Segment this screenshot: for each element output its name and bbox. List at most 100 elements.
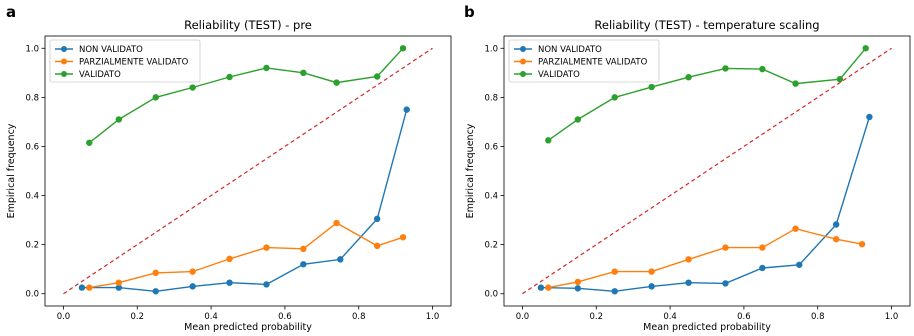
data-point-non-validato bbox=[574, 285, 582, 292]
y-tick-label: 0.6 bbox=[25, 142, 39, 152]
chart-title-b: Reliability (TEST) - temperature scaling bbox=[594, 18, 819, 32]
x-axis-label-a: Mean predicted probability bbox=[184, 322, 312, 333]
x-tick-label: 0.8 bbox=[811, 312, 825, 322]
legend-label-validato: VALIDATO bbox=[538, 70, 580, 80]
x-tick-label: 0.0 bbox=[57, 312, 71, 322]
data-point-parzialmente-validato bbox=[263, 244, 270, 251]
data-point-non-validato bbox=[685, 279, 692, 286]
y-axis-label-b: Empirical frequency bbox=[465, 123, 476, 218]
legend-marker-validato bbox=[61, 71, 67, 77]
data-point-validato bbox=[648, 83, 655, 91]
x-axis-label-b: Mean predicted probability bbox=[643, 322, 771, 333]
data-point-validato bbox=[722, 65, 729, 72]
y-tick-label: 1.0 bbox=[25, 44, 39, 54]
legend-b: NON VALIDATO PARZIALMENTE VALIDATO VALIDAT… bbox=[508, 39, 660, 83]
data-point-non-validato bbox=[832, 221, 840, 228]
series-group-a bbox=[78, 45, 410, 295]
y-tick-label: 1.0 bbox=[484, 44, 498, 54]
data-point-validato bbox=[333, 79, 340, 86]
data-point-parzialmente-validato bbox=[333, 219, 340, 227]
legend-label-non-validato: NON VALIDATO bbox=[79, 45, 143, 55]
data-point-validato bbox=[836, 76, 844, 83]
legend-label-validato: VALIDATO bbox=[79, 70, 121, 80]
perfect-calibration-line bbox=[522, 47, 892, 295]
data-point-parzialmente-validato bbox=[545, 284, 552, 291]
data-point-parzialmente-validato bbox=[152, 269, 159, 277]
x-tick-label: 0.2 bbox=[590, 312, 604, 322]
data-point-parzialmente-validato bbox=[792, 225, 799, 232]
x-tick-label: 0.6 bbox=[737, 312, 751, 322]
y-tick-label: 0.2 bbox=[25, 241, 39, 251]
tick-group-b: 0.0 0.2 0.4 0.6 0.8 1.0 0.0 0.2 0.4 0.6 0.8 1.0 bbox=[484, 44, 898, 322]
data-point-parzialmente-validato bbox=[722, 244, 729, 251]
legend-marker-validato bbox=[520, 71, 526, 77]
y-tick-label: 0.2 bbox=[484, 241, 498, 251]
data-point-validato bbox=[545, 137, 552, 144]
x-tick-label: 0.4 bbox=[663, 312, 677, 322]
series-line-validato bbox=[547, 47, 867, 141]
panel-letter-b: b bbox=[464, 3, 475, 21]
x-tick-label: 0.0 bbox=[516, 312, 530, 322]
data-point-parzialmente-validato bbox=[648, 268, 655, 275]
legend-box bbox=[508, 39, 660, 83]
y-tick-label: 0.4 bbox=[484, 192, 498, 202]
data-point-parzialmente-validato bbox=[226, 255, 233, 263]
x-tick-label: 0.6 bbox=[278, 312, 292, 322]
legend-marker-non-validato bbox=[520, 46, 526, 52]
data-point-parzialmente-validato bbox=[373, 242, 381, 250]
series-line-parzialmente-validato bbox=[89, 222, 404, 289]
panel-a: a Reliability (TEST) - pre 0.0 0.2 0.4 0.6 0… bbox=[6, 3, 452, 333]
x-tick-label: 0.8 bbox=[352, 312, 366, 322]
plot-area-b bbox=[503, 35, 911, 307]
data-point-parzialmente-validato bbox=[300, 245, 307, 253]
data-point-parzialmente-validato bbox=[574, 278, 582, 286]
legend-marker-non-validato bbox=[61, 46, 67, 52]
data-point-non-validato bbox=[403, 106, 410, 113]
data-point-non-validato bbox=[189, 283, 196, 290]
data-point-validato bbox=[574, 116, 582, 123]
data-point-parzialmente-validato bbox=[86, 284, 93, 291]
data-point-validato bbox=[86, 139, 93, 146]
reference-group-a bbox=[63, 47, 433, 295]
data-point-validato bbox=[152, 94, 159, 101]
x-tick-label: 1.0 bbox=[426, 312, 440, 322]
y-tick-label: 0.0 bbox=[25, 290, 39, 300]
series-line-validato bbox=[88, 47, 404, 144]
perfect-calibration-line bbox=[63, 47, 433, 295]
data-point-validato bbox=[263, 64, 270, 72]
data-point-parzialmente-validato bbox=[189, 268, 196, 275]
data-point-validato bbox=[373, 73, 381, 80]
data-point-non-validato bbox=[796, 261, 803, 268]
data-point-validato bbox=[862, 45, 869, 52]
y-tick-label: 0.8 bbox=[484, 93, 498, 103]
legend-a: NON VALIDATO PARZIALMENTE VALIDATO VALIDAT… bbox=[49, 39, 201, 83]
legend-label-non-validato: NON VALIDATO bbox=[538, 45, 602, 55]
data-point-non-validato bbox=[648, 283, 655, 290]
y-axis-label-a: Empirical frequency bbox=[6, 123, 17, 218]
data-point-non-validato bbox=[115, 284, 123, 291]
data-point-parzialmente-validato bbox=[759, 244, 766, 251]
data-point-validato bbox=[300, 69, 307, 77]
legend-label-parzialmente-validato: PARZIALMENTE VALIDATO bbox=[538, 58, 648, 68]
data-point-parzialmente-validato bbox=[858, 240, 866, 248]
data-point-non-validato bbox=[300, 261, 307, 268]
data-point-non-validato bbox=[722, 280, 729, 287]
data-point-parzialmente-validato bbox=[832, 236, 840, 243]
data-point-non-validato bbox=[263, 281, 270, 288]
data-point-non-validato bbox=[537, 284, 545, 291]
legend-box bbox=[49, 39, 201, 83]
data-point-validato bbox=[611, 94, 618, 101]
y-tick-label: 0.8 bbox=[25, 93, 39, 103]
chart-title-a: Reliability (TEST) - pre bbox=[184, 18, 312, 32]
data-point-validato bbox=[115, 116, 123, 123]
tick-group-a: 0.0 0.2 0.4 0.6 0.8 1.0 0.0 0.2 0.4 0.6 0.8 1.0 bbox=[25, 44, 439, 322]
data-point-parzialmente-validato bbox=[115, 279, 123, 286]
x-tick-label: 1.0 bbox=[885, 312, 899, 322]
data-point-validato bbox=[399, 45, 407, 52]
data-point-non-validato bbox=[866, 113, 873, 121]
x-tick-label: 0.2 bbox=[131, 312, 145, 322]
data-point-non-validato bbox=[611, 288, 618, 295]
data-point-validato bbox=[759, 65, 766, 73]
legend-label-parzialmente-validato: PARZIALMENTE VALIDATO bbox=[79, 58, 189, 68]
series-line-non-validato bbox=[81, 109, 408, 293]
